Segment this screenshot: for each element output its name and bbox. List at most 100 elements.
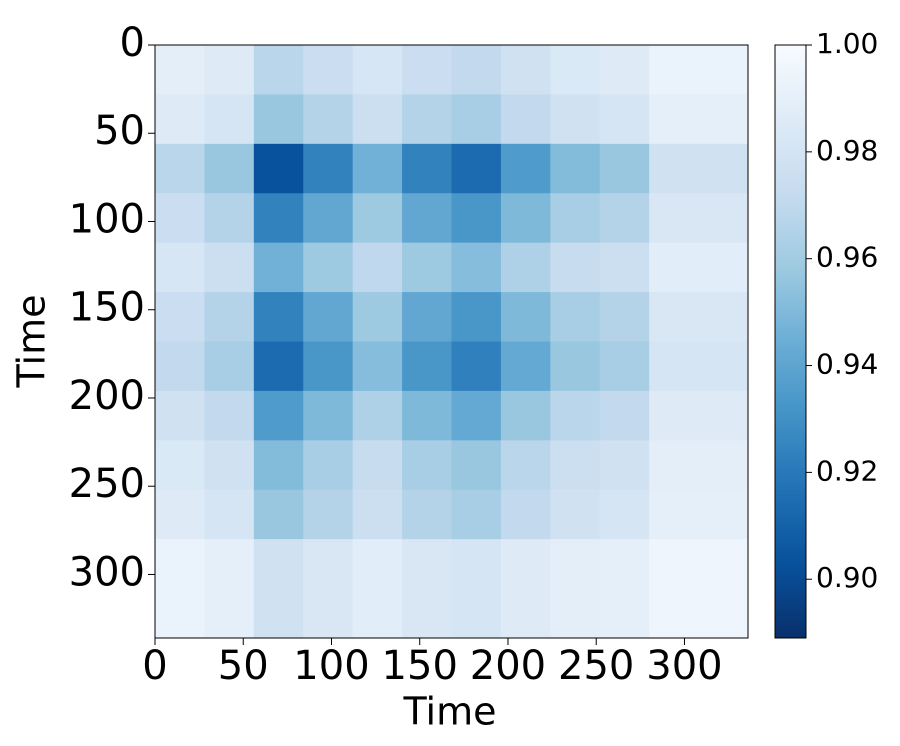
heatmap-cell	[352, 390, 403, 441]
heatmap-cell	[500, 390, 551, 441]
heatmap-cell	[649, 539, 700, 590]
heatmap-cell	[698, 440, 749, 491]
colorbar-tick-label: 0.92	[816, 454, 878, 487]
heatmap-cell	[698, 489, 749, 540]
heatmap-cell	[402, 143, 452, 194]
y-tick-label: 250	[69, 461, 145, 507]
heatmap-cell	[253, 588, 304, 639]
colorbar-tick-label: 1.00	[816, 27, 878, 60]
heatmap-cell	[352, 489, 403, 540]
heatmap-cell	[500, 341, 551, 392]
y-tick-label: 0	[120, 20, 145, 66]
heatmap-cell	[204, 489, 255, 540]
heatmap-cell	[303, 539, 354, 590]
heatmap-cell	[550, 242, 601, 293]
heatmap-cell	[303, 193, 354, 244]
heatmap-cell	[155, 440, 205, 491]
heatmap-cell	[352, 94, 403, 145]
x-tick-label: 50	[218, 643, 269, 689]
colorbar-tick-label: 0.90	[816, 561, 878, 594]
heatmap-cell	[500, 440, 551, 491]
heatmap-cell	[253, 94, 304, 145]
heatmap-cell	[303, 45, 354, 95]
heatmap-cell	[352, 588, 403, 639]
heatmap-cell	[649, 94, 700, 145]
heatmap-cell	[599, 94, 650, 145]
x-tick-label: 150	[382, 643, 458, 689]
heatmap-cell	[649, 588, 700, 639]
heatmap-cell	[402, 390, 452, 441]
heatmap-cell	[451, 539, 502, 590]
heatmap-cell	[550, 539, 601, 590]
heatmap-cell	[204, 242, 255, 293]
y-tick-label: 200	[69, 373, 145, 419]
heatmap-cell	[155, 588, 205, 639]
heatmap-cell	[649, 440, 700, 491]
heatmap-cell	[352, 193, 403, 244]
heatmap-cell	[599, 390, 650, 441]
heatmap-cell	[303, 143, 354, 194]
heatmap-cell	[550, 292, 601, 342]
x-tick-label: 200	[470, 643, 546, 689]
heatmap-cell	[698, 539, 749, 590]
heatmap-cell	[402, 292, 452, 342]
heatmap-cell	[303, 440, 354, 491]
heatmap-cell	[155, 94, 205, 145]
heatmap-cell	[649, 341, 700, 392]
heatmap-cell	[155, 193, 205, 244]
heatmap-cell	[500, 193, 551, 244]
heatmap-cell	[303, 341, 354, 392]
heatmap-cell	[550, 193, 601, 244]
heatmap-cell	[352, 341, 403, 392]
heatmap-cell	[500, 242, 551, 293]
heatmap-cell	[352, 292, 403, 342]
heatmap-cell	[253, 242, 304, 293]
heatmap-cell	[599, 143, 650, 194]
heatmap-cell	[303, 292, 354, 342]
heatmap-cell	[303, 390, 354, 441]
heatmap-cell	[698, 390, 749, 441]
heatmap-cell	[698, 341, 749, 392]
heatmap-cell	[402, 588, 452, 639]
heatmap-cell	[303, 242, 354, 293]
heatmap-cell	[451, 94, 502, 145]
heatmap-cell	[303, 489, 354, 540]
heatmap-cell	[253, 390, 304, 441]
heatmap-cell	[550, 489, 601, 540]
heatmap-cell	[599, 45, 650, 95]
heatmap-cell	[155, 489, 205, 540]
heatmap-cell	[550, 45, 601, 95]
heatmap-cell	[599, 292, 650, 342]
heatmap-cell	[451, 45, 502, 95]
heatmap-cell	[451, 489, 502, 540]
heatmap-cell	[649, 193, 700, 244]
heatmap-cell	[599, 440, 650, 491]
y-tick-label: 100	[69, 196, 145, 242]
heatmap-cell	[451, 390, 502, 441]
heatmap-cell	[204, 390, 255, 441]
heatmap-cell	[402, 539, 452, 590]
heatmap-cell	[451, 341, 502, 392]
heatmap-cell	[402, 94, 452, 145]
heatmap-cell	[155, 143, 205, 194]
heatmap-cell	[698, 94, 749, 145]
x-tick-label: 0	[142, 643, 167, 689]
heatmap-cell	[155, 341, 205, 392]
heatmap-cell	[451, 292, 502, 342]
heatmap-cell	[550, 440, 601, 491]
heatmap-cell	[253, 45, 304, 95]
heatmap-cell	[303, 94, 354, 145]
heatmap-cell	[155, 242, 205, 293]
heatmap-cell	[649, 45, 700, 95]
heatmap-cell	[698, 242, 749, 293]
heatmap-cell	[649, 242, 700, 293]
colorbar-tick-label: 0.98	[816, 134, 878, 167]
heatmap-cell	[500, 489, 551, 540]
x-tick-label: 250	[558, 643, 634, 689]
heatmap-cell	[698, 588, 749, 639]
heatmap-cell	[402, 45, 452, 95]
heatmap-cell	[204, 341, 255, 392]
heatmap-cell	[698, 143, 749, 194]
heatmap-cell	[253, 292, 304, 342]
